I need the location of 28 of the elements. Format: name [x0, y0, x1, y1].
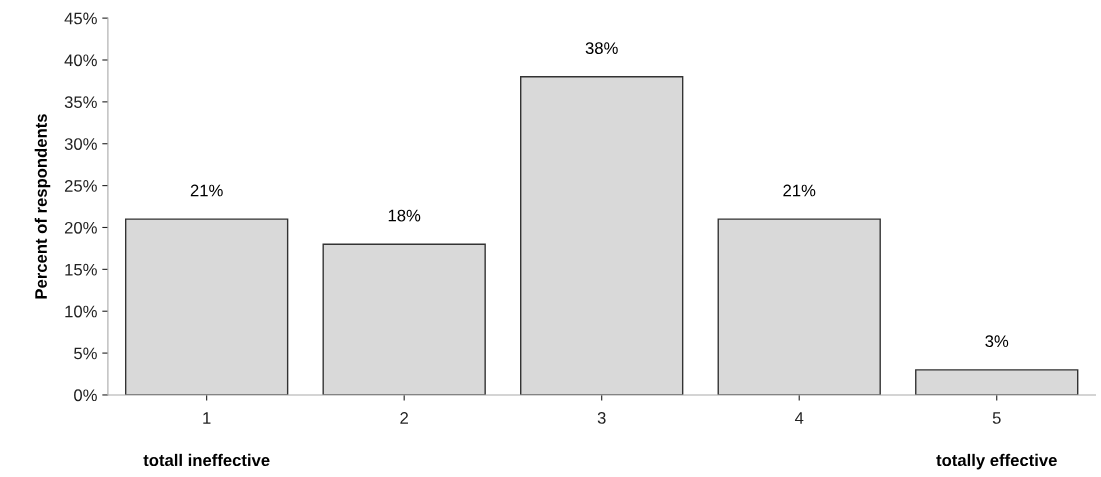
bar: [520, 76, 684, 395]
y-tick-label: 45%: [64, 12, 97, 25]
y-tick-label: 10%: [65, 305, 97, 318]
x-tick-label: 4: [794, 412, 804, 424]
y-tick-label: 35%: [64, 96, 97, 109]
bar: [915, 369, 1079, 395]
x-tick-label: 2: [400, 412, 408, 424]
x-tick-label: 3: [597, 412, 606, 424]
x-tick-label: 1: [203, 412, 211, 424]
y-tick-label: 30%: [64, 138, 97, 150]
y-tick-label: 20%: [64, 221, 97, 234]
y-tick-label: 5%: [74, 347, 97, 360]
data-label: 38%: [585, 42, 618, 55]
data-label: 21%: [190, 184, 223, 197]
bar: [717, 218, 881, 395]
y-tick-label: 15%: [65, 263, 97, 276]
data-label: 21%: [783, 184, 816, 197]
data-label: 18%: [388, 209, 421, 222]
y-tick-label: 40%: [64, 54, 97, 67]
text: totall ineffective: [143, 453, 270, 467]
text: totally effective: [936, 453, 1057, 470]
data-label: 3%: [985, 335, 1009, 348]
y-tick-label: 25%: [64, 180, 97, 192]
bar: [124, 218, 289, 395]
y-tick-label: 0%: [74, 389, 97, 402]
x-tick-label: 5: [992, 412, 1001, 424]
bar: [322, 243, 486, 395]
y-axis-title: Percent of respondents: [34, 114, 51, 299]
